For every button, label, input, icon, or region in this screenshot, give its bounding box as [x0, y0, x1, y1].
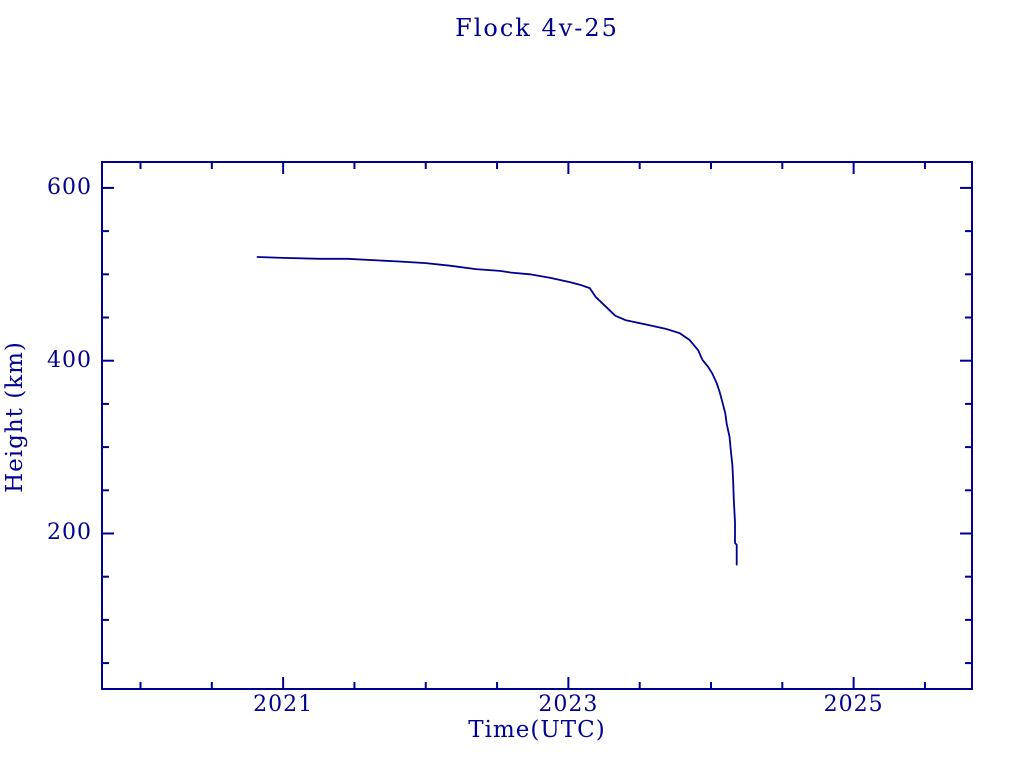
- x-tick-label: 2023: [538, 692, 599, 717]
- x-tick-label: 2025: [823, 692, 884, 717]
- x-tick-label: 2021: [253, 692, 314, 717]
- plot-frame: [101, 161, 973, 690]
- y-tick-label: 600: [47, 174, 92, 200]
- chart-title: Flock 4v-25: [455, 14, 619, 42]
- x-axis-label: Time(UTC): [468, 717, 606, 743]
- y-tick-label: 400: [47, 347, 92, 373]
- y-tick-label: 200: [47, 520, 92, 546]
- decay-curve: [256, 256, 738, 566]
